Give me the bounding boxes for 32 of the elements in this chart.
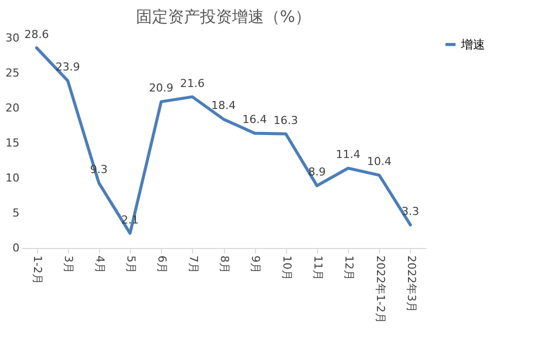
y-tick-label: 15 xyxy=(6,136,20,150)
data-label: 21.6 xyxy=(180,76,205,90)
data-label: 16.4 xyxy=(242,113,267,126)
y-tick-label: 10 xyxy=(6,172,20,184)
data-label: 3.3 xyxy=(402,204,420,218)
legend-label: 增速 xyxy=(460,38,485,52)
y-tick-label: 25 xyxy=(6,66,20,80)
data-label: 16.3 xyxy=(274,114,298,127)
x-tick-label: 11月 xyxy=(311,256,324,280)
x-tick-label: 1-2月 xyxy=(31,256,44,284)
x-tick-label: 2022年3月 xyxy=(404,256,418,312)
x-tick-label: 9月 xyxy=(249,256,262,274)
data-label: 28.6 xyxy=(24,28,49,41)
data-label: 23.9 xyxy=(55,60,80,74)
x-tick-label: 12月 xyxy=(342,256,356,280)
y-tick-label: 20 xyxy=(6,102,20,114)
y-tick-label: 0 xyxy=(12,242,20,254)
data-label: 11.4 xyxy=(336,148,360,162)
x-tick-label: 6月 xyxy=(156,256,169,274)
data-label: 18.4 xyxy=(211,99,236,112)
x-tick-label: 10月 xyxy=(280,256,294,280)
y-tick-label: 30 xyxy=(6,32,20,44)
data-label: 10.4 xyxy=(367,155,392,168)
x-tick-label: 7月 xyxy=(186,256,200,274)
y-tick-label: 5 xyxy=(12,206,20,220)
x-tick-label: 3月 xyxy=(62,256,76,274)
chart-title: 固定资产投资增速（%） xyxy=(136,6,312,26)
x-tick-label: 2022年1-2月 xyxy=(374,256,387,324)
x-tick-label: 4月 xyxy=(93,256,106,274)
x-tick-label: 5月 xyxy=(124,256,138,274)
data-label: 20.9 xyxy=(148,82,174,95)
x-tick-label: 8月 xyxy=(218,256,231,274)
